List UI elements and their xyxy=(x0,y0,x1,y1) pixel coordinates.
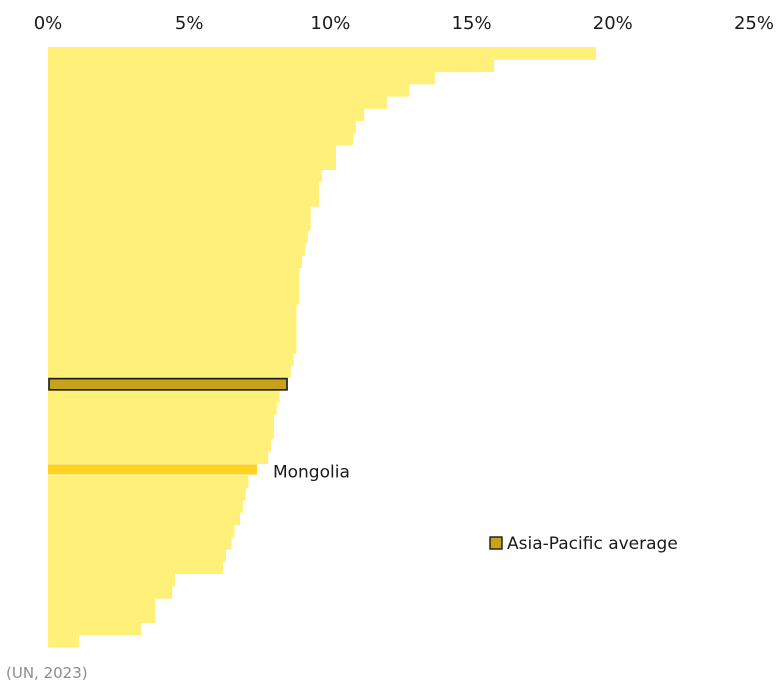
bar xyxy=(48,487,246,501)
bar xyxy=(48,316,297,330)
bar xyxy=(48,120,356,134)
x-tick-label: 5% xyxy=(175,13,204,34)
bar xyxy=(48,610,156,624)
legend-swatch xyxy=(489,536,503,550)
bar xyxy=(48,402,277,415)
bar-asia-pacific-average xyxy=(48,377,288,391)
bar xyxy=(48,389,280,403)
bar xyxy=(48,561,224,575)
x-tick-label: 0% xyxy=(34,13,63,34)
bar xyxy=(48,83,410,97)
x-tick-label: 10% xyxy=(310,13,350,34)
bar xyxy=(48,206,311,220)
bar xyxy=(48,267,300,281)
x-tick-label: 20% xyxy=(593,13,633,34)
bar xyxy=(48,622,142,636)
bar xyxy=(48,328,297,342)
bar xyxy=(48,353,294,366)
bar xyxy=(48,536,232,550)
bar xyxy=(48,549,226,562)
source-note: (UN, 2023) xyxy=(6,664,88,682)
x-axis-ticks: 0% 5% 10% 15% 20% 25% xyxy=(34,13,774,34)
legend-label: Asia-Pacific average xyxy=(507,534,678,554)
bar xyxy=(48,242,305,256)
bar xyxy=(48,500,243,513)
bar xyxy=(48,573,176,587)
bar xyxy=(48,291,300,305)
bar xyxy=(48,451,269,464)
bar-mongolia xyxy=(48,464,257,475)
bar xyxy=(48,169,322,183)
bar xyxy=(48,634,80,648)
legend: Asia-Pacific average xyxy=(489,534,678,554)
bar xyxy=(48,193,320,207)
bar xyxy=(48,255,303,269)
bar xyxy=(48,524,235,538)
bar xyxy=(48,59,495,73)
bar-labels: Mongolia xyxy=(273,462,350,482)
bar xyxy=(48,108,365,122)
bar xyxy=(48,598,156,611)
bar xyxy=(48,304,297,317)
bar xyxy=(48,157,337,171)
bar xyxy=(48,144,337,158)
bar xyxy=(48,218,311,232)
x-tick-label: 15% xyxy=(452,13,492,34)
bars xyxy=(48,47,596,648)
bar xyxy=(48,512,241,526)
bar xyxy=(48,365,291,379)
bar xyxy=(48,426,274,440)
x-tick-label: 25% xyxy=(734,13,774,34)
bar xyxy=(48,438,272,452)
bar xyxy=(48,230,308,244)
bar xyxy=(48,279,300,293)
bar xyxy=(48,475,249,489)
bar xyxy=(48,71,435,85)
bar xyxy=(48,181,320,195)
bar xyxy=(48,95,387,109)
bar xyxy=(48,340,297,354)
bar xyxy=(48,585,173,599)
bar xyxy=(48,132,353,146)
label-mongolia: Mongolia xyxy=(273,462,350,482)
bar xyxy=(48,47,596,60)
bar xyxy=(48,414,274,428)
